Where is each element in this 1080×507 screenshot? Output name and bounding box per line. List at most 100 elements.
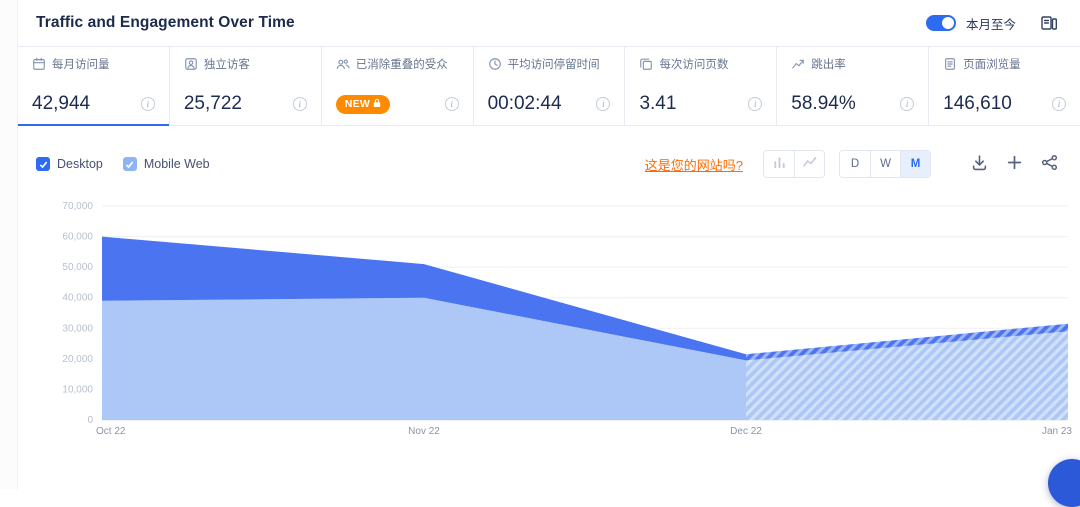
- line-chart-icon: [802, 155, 817, 173]
- metric-label-text: 平均访问停留时间: [507, 59, 600, 71]
- header-right-cluster: 本月至今: [925, 14, 1058, 33]
- date-range-toggle[interactable]: [925, 15, 956, 31]
- toggle-knob: [941, 17, 954, 29]
- info-icon[interactable]: i: [292, 97, 307, 111]
- metric-card-monthly-visits[interactable]: 每月访问量 42,944 i: [18, 47, 170, 126]
- metric-label: 跳出率: [791, 58, 914, 89]
- clock-icon: [488, 57, 502, 71]
- series-toggle-label: Mobile Web: [143, 157, 210, 171]
- new-badge: NEW: [335, 94, 391, 114]
- svg-text:40,000: 40,000: [62, 293, 93, 304]
- metric-card-page-views[interactable]: 页面浏览量 146,610 i: [929, 47, 1080, 125]
- metric-label-text: 跳出率: [811, 59, 846, 71]
- metric-value-row: 3.41 i: [639, 93, 763, 115]
- bounce-icon: [791, 57, 805, 71]
- desktop-area-projected: [746, 323, 1068, 361]
- svg-text:20,000: 20,000: [62, 354, 93, 365]
- metrics-row: 每月访问量 42,944 i 独立访客 25,722 i 已消除重叠的受众 NEW i 平均访问停…: [18, 46, 1080, 126]
- line-chart-button[interactable]: [794, 151, 824, 177]
- checkbox-icon: [36, 157, 50, 171]
- info-icon[interactable]: i: [140, 97, 155, 111]
- metric-value-row: 00:02:44 i: [488, 93, 611, 115]
- chart-actions: [971, 154, 1058, 174]
- metric-value: 00:02:44: [487, 93, 562, 114]
- metric-value-row: 42,944 i: [32, 93, 155, 115]
- metric-value-row: 58.94% i: [791, 93, 915, 115]
- users-icon: [336, 57, 350, 71]
- svg-text:0: 0: [87, 415, 93, 426]
- series-toggle-label: Desktop: [57, 157, 103, 171]
- metric-label: 每次访问页数: [639, 58, 762, 89]
- svg-text:Nov 22: Nov 22: [408, 426, 440, 437]
- info-icon[interactable]: i: [444, 97, 459, 111]
- info-icon[interactable]: i: [900, 97, 915, 111]
- series-toggles: Desktop Mobile Web: [36, 157, 210, 171]
- user-icon: [184, 57, 198, 71]
- info-icon[interactable]: i: [596, 97, 611, 111]
- metric-value-row: 25,722 i: [184, 93, 307, 115]
- download-icon: [971, 154, 988, 174]
- metric-label-text: 已消除重叠的受众: [355, 59, 448, 71]
- series-toggle-desktop[interactable]: Desktop: [36, 157, 103, 171]
- compare-icon[interactable]: [1040, 14, 1058, 32]
- metric-card-pages-per-visit[interactable]: 每次访问页数 3.41 i: [625, 47, 778, 125]
- svg-text:30,000: 30,000: [62, 323, 93, 334]
- metric-card-unique-visitors[interactable]: 独立访客 25,722 i: [170, 47, 322, 125]
- svg-text:50,000: 50,000: [62, 262, 93, 273]
- plus-icon: [1006, 154, 1023, 174]
- panel-content: Traffic and Engagement Over Time 本月至今 每月…: [18, 0, 1080, 489]
- traffic-chart: 0 10,000 20,000 30,000 40,000 50,000 60,000 70,…: [62, 201, 1072, 437]
- checkbox-icon: [122, 157, 137, 171]
- desktop-area: [102, 236, 746, 361]
- svg-text:Dec 22: Dec 22: [730, 426, 762, 437]
- metric-card-avg-visit-duration[interactable]: 平均访问停留时间 00:02:44 i: [474, 47, 626, 125]
- metric-card-deduplicated-audience[interactable]: 已消除重叠的受众 NEW i: [322, 47, 474, 125]
- info-icon[interactable]: i: [1052, 97, 1067, 111]
- panel-header: Traffic and Engagement Over Time 本月至今: [18, 0, 1080, 46]
- metric-value: 3.41: [639, 93, 677, 114]
- share-icon: [1041, 154, 1058, 174]
- page-left-edge: [0, 0, 18, 489]
- metric-label: 每月访问量: [32, 57, 155, 89]
- pageviews-icon: [943, 57, 957, 71]
- metric-value-row: NEW i: [335, 93, 459, 115]
- new-badge-label: NEW: [344, 98, 371, 110]
- your-site-link[interactable]: 这是您的网站吗?: [644, 157, 743, 173]
- svg-text:Jan 23: Jan 23: [1042, 426, 1072, 437]
- download-button[interactable]: [971, 154, 988, 174]
- chart-controls-row: Desktop Mobile Web 这是您的网站吗?: [36, 150, 1058, 178]
- metric-value: 58.94%: [791, 93, 856, 114]
- metric-label: 独立访客: [184, 58, 307, 89]
- controls-right-cluster: 这是您的网站吗?: [645, 150, 1058, 178]
- share-button[interactable]: [1041, 154, 1058, 174]
- metric-card-bounce-rate[interactable]: 跳出率 58.94% i: [777, 47, 930, 125]
- granularity-w-button[interactable]: W: [870, 151, 900, 177]
- mobile-web-area: [102, 297, 746, 420]
- metric-label: 平均访问停留时间: [488, 58, 611, 89]
- metric-value: 25,722: [183, 93, 242, 114]
- column-chart-icon: [772, 155, 787, 173]
- add-to-dashboard-button[interactable]: [1006, 154, 1023, 174]
- chart-type-group: [763, 150, 825, 178]
- chart-area: 0 10,000 20,000 30,000 40,000 50,000 60,000 70,…: [18, 178, 1080, 459]
- metric-value: 42,944: [32, 93, 91, 114]
- column-chart-button[interactable]: [764, 151, 794, 177]
- svg-text:Oct 22: Oct 22: [96, 426, 126, 437]
- page-title: Traffic and Engagement Over Time: [36, 14, 295, 31]
- metric-label: 页面浏览量: [943, 58, 1066, 89]
- mobile-web-area-projected: [746, 331, 1068, 420]
- metric-label-text: 页面浏览量: [963, 59, 1021, 71]
- svg-text:60,000: 60,000: [62, 232, 93, 243]
- granularity-d-button[interactable]: D: [840, 151, 870, 177]
- metric-label: 已消除重叠的受众: [336, 58, 459, 89]
- metric-value-row: 146,610 i: [943, 93, 1067, 115]
- granularity-m-button[interactable]: M: [900, 151, 930, 177]
- metric-label-text: 独立访客: [203, 59, 250, 71]
- metric-label-text: 每月访问量: [52, 59, 110, 71]
- info-icon[interactable]: i: [748, 97, 763, 111]
- metric-label-text: 每次访问页数: [659, 59, 729, 71]
- pages-icon: [639, 57, 653, 71]
- series-toggle-mobile-web[interactable]: Mobile Web: [122, 157, 210, 171]
